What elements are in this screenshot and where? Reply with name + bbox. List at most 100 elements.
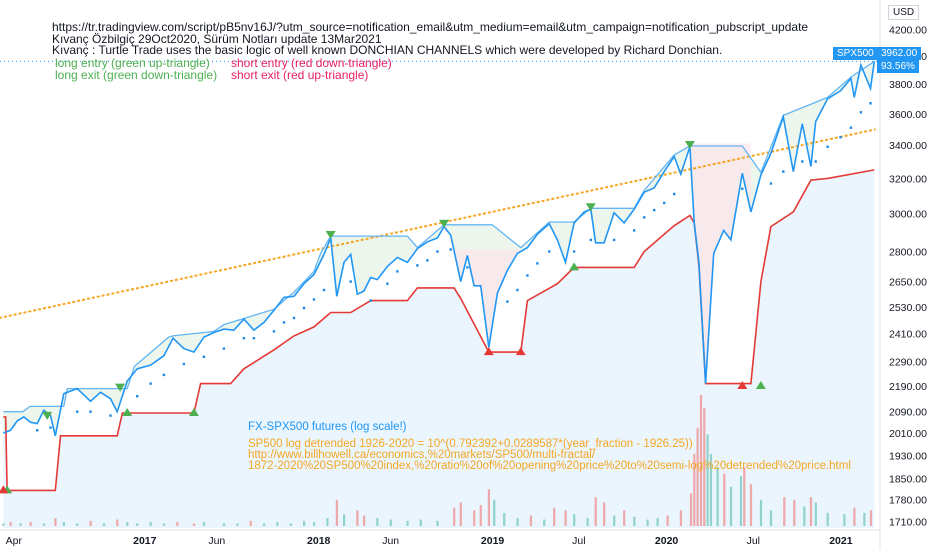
stop-dot <box>182 362 186 366</box>
stop-dot <box>801 160 804 163</box>
stop-dot <box>741 187 744 190</box>
volume-bar <box>102 523 106 526</box>
x-tick-label: 2021 <box>829 535 853 547</box>
stop-dot <box>526 274 529 277</box>
x-tick-label: Jul <box>747 535 760 547</box>
volume-bar <box>573 514 576 526</box>
volume-bar <box>192 523 196 526</box>
stop-dot <box>572 250 576 253</box>
currency-label[interactable]: USD <box>888 5 920 20</box>
channel-fill-layer <box>3 61 875 528</box>
legend-long-exit: long exit (green down-triangle) <box>55 68 218 82</box>
last-price-tag: 3962.00 <box>877 47 922 60</box>
volume-bar <box>633 516 636 526</box>
y-tick-label: 3200.00 <box>889 173 927 185</box>
source-url-2[interactable]: 1872-2020%20SP500%20index,%20ratio%20of%… <box>248 460 851 472</box>
x-tick-label: 2020 <box>655 535 679 547</box>
stop-dot <box>814 160 817 163</box>
lower-area-fill <box>3 169 875 528</box>
stop-dot <box>252 337 256 340</box>
formula-text: SP500 log detrended 1926-2020 = 10^(0.79… <box>248 438 693 450</box>
long-entry-marker <box>569 262 580 271</box>
x-tick-label: 2018 <box>307 535 331 547</box>
volume-bar <box>843 514 846 526</box>
long-entry-marker <box>122 407 133 416</box>
volume-bar <box>436 520 439 526</box>
stop-dot <box>769 182 773 185</box>
volume-bar <box>783 497 786 526</box>
source-url-1[interactable]: http://www.billhowell.ca/economics,%20ma… <box>248 449 596 461</box>
volume-bar <box>493 499 496 526</box>
grid-layer <box>0 0 881 550</box>
volume-bar <box>723 473 726 526</box>
volume-bar <box>603 502 606 526</box>
y-tick-label: 2090.00 <box>889 407 927 419</box>
y-tick-label: 2530.00 <box>889 302 927 314</box>
y-tick-label: 1780.00 <box>889 495 927 507</box>
volume-bar <box>19 523 22 526</box>
stop-dot <box>322 288 326 292</box>
volume-bar <box>646 519 649 527</box>
volume-bar <box>389 519 392 527</box>
volume-bar <box>9 522 12 526</box>
short-period-fill-2 <box>689 143 751 384</box>
stop-dot <box>516 288 519 292</box>
volume-bar <box>693 453 696 526</box>
detrended-trend-line <box>0 128 876 319</box>
y-tick-label: 3400.00 <box>889 140 927 152</box>
stop-dot <box>136 395 139 398</box>
volume-bar <box>543 519 546 527</box>
stop-dot <box>536 262 539 265</box>
volume-bar <box>739 476 743 526</box>
volume-bar <box>289 523 292 526</box>
y-tick-label: 3600.00 <box>889 109 927 121</box>
volume-bar <box>376 518 379 526</box>
symbol-tag: SPX500 <box>833 47 878 60</box>
volume-bar <box>419 519 422 527</box>
stop-dot <box>292 316 296 320</box>
volume-bar <box>869 510 873 526</box>
lower-channel-line <box>3 169 875 492</box>
stop-dot <box>369 299 372 302</box>
volume-bar <box>479 505 482 526</box>
long-exit-marker <box>115 383 126 392</box>
volume-bar <box>826 512 829 526</box>
volume-bar <box>769 510 773 526</box>
time-axis[interactable]: Apr 2017 Jun 2018 Jun 2019 Jul 2020 Jul 2021 <box>6 535 853 547</box>
volume-bar <box>2 523 5 526</box>
volume-bar <box>54 518 57 526</box>
volume-bar <box>689 493 693 527</box>
volume-bar <box>699 395 703 526</box>
volume-bar <box>743 467 746 527</box>
volume-bar <box>89 520 92 526</box>
volume-bar <box>453 507 456 526</box>
volume-bar <box>793 499 796 526</box>
volume-bar <box>623 510 626 526</box>
volume-bar <box>29 522 32 526</box>
volume-bar <box>803 506 806 526</box>
stop-dot <box>109 414 112 417</box>
volume-bar <box>503 512 506 526</box>
short-exit-marker <box>515 347 526 356</box>
price-axis[interactable]: 1710.00 1780.00 1850.00 1930.00 2010.00 2090.… <box>889 24 927 528</box>
volume-bar <box>363 515 366 526</box>
short-exit-marker <box>0 485 9 494</box>
y-tick-label: 2290.00 <box>889 357 927 369</box>
y-tick-label: 2190.00 <box>889 381 927 393</box>
percent-change-tag: 93.56% <box>877 60 919 73</box>
stop-dot <box>506 300 509 303</box>
x-tick-label: 2019 <box>481 535 505 547</box>
stop-dot <box>839 136 842 139</box>
stop-dot <box>612 238 616 242</box>
volume-bar <box>696 427 699 527</box>
volume-bar <box>473 510 476 526</box>
volume-bar <box>356 510 359 526</box>
volume-bar <box>516 518 519 526</box>
long-exit-marker <box>585 203 596 212</box>
volume-bar <box>42 523 45 526</box>
short-period-fill-1 <box>454 249 521 348</box>
stop-dot <box>242 337 246 340</box>
stop-dot <box>589 238 592 242</box>
markers-layer <box>0 102 872 494</box>
